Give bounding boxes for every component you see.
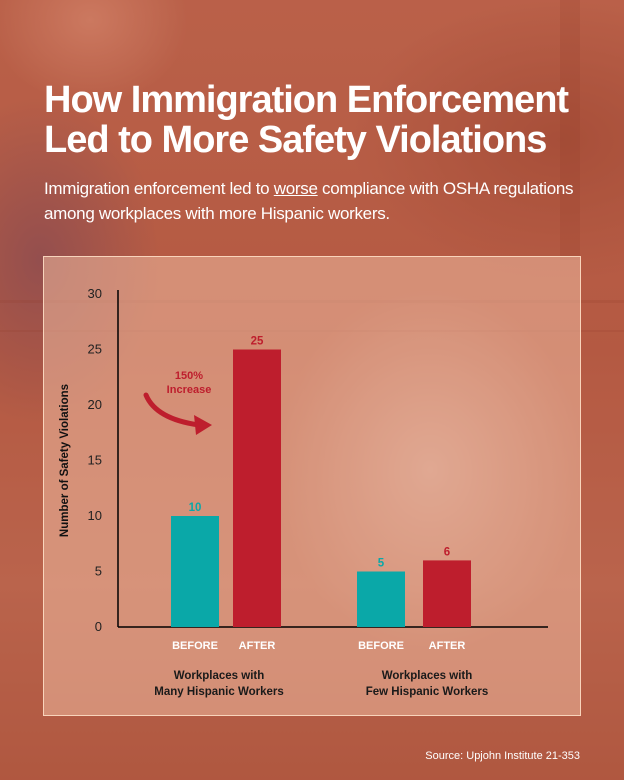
subtitle-text-start: Immigration enforcement led to (44, 179, 274, 198)
group-label: Workplaces with (174, 670, 265, 682)
title-line-1: How Immigration Enforcement (44, 79, 569, 121)
annotation-text: Increase (167, 384, 212, 396)
subtitle-text-end: compliance with OSHA regulations among w… (44, 179, 574, 223)
bar-data-label: 6 (444, 546, 450, 558)
subtitle: Immigration enforcement led to worse com… (44, 176, 604, 226)
bar-data-label: 25 (251, 336, 264, 348)
bar-data-label: 5 (378, 558, 385, 570)
y-tick-label: 5 (95, 564, 102, 579)
bar-data-label: 10 (189, 502, 202, 514)
bar (357, 571, 405, 627)
y-axis-title: Number of Safety Violations (59, 384, 71, 537)
page-title: How Immigration Enforcement Led to More … (44, 80, 604, 160)
bar (233, 349, 281, 627)
x-tick-label: BEFORE (358, 640, 404, 652)
x-tick-label: AFTER (239, 640, 276, 652)
group-label: Workplaces with (382, 670, 473, 682)
source-note: Source: Upjohn Institute 21-353 (425, 750, 580, 762)
bar (171, 516, 219, 627)
y-tick-label: 15 (88, 453, 102, 468)
annotation-text: 150% (175, 370, 203, 382)
y-tick-label: 0 (95, 619, 102, 634)
bar-chart: 0 5 10 15 20 25 30 Number of Safety Violations 1… (59, 286, 548, 698)
chart-panel: 0 5 10 15 20 25 30 Number of Safety Violations 1… (43, 256, 581, 716)
group-label: Few Hispanic Workers (366, 686, 489, 698)
x-tick-label: BEFORE (172, 640, 218, 652)
bar (423, 560, 471, 627)
y-tick-label: 20 (88, 397, 102, 412)
y-tick-label: 10 (88, 508, 102, 523)
y-tick-label: 25 (88, 342, 102, 357)
y-tick-label: 30 (88, 286, 102, 301)
curved-arrow-icon (143, 392, 202, 428)
subtitle-emphasis: worse (273, 179, 318, 198)
title-line-2: Led to More Safety Violations (44, 119, 547, 161)
arrow-head-icon (194, 415, 212, 435)
x-tick-label: AFTER (429, 640, 466, 652)
group-label: Many Hispanic Workers (154, 686, 284, 698)
